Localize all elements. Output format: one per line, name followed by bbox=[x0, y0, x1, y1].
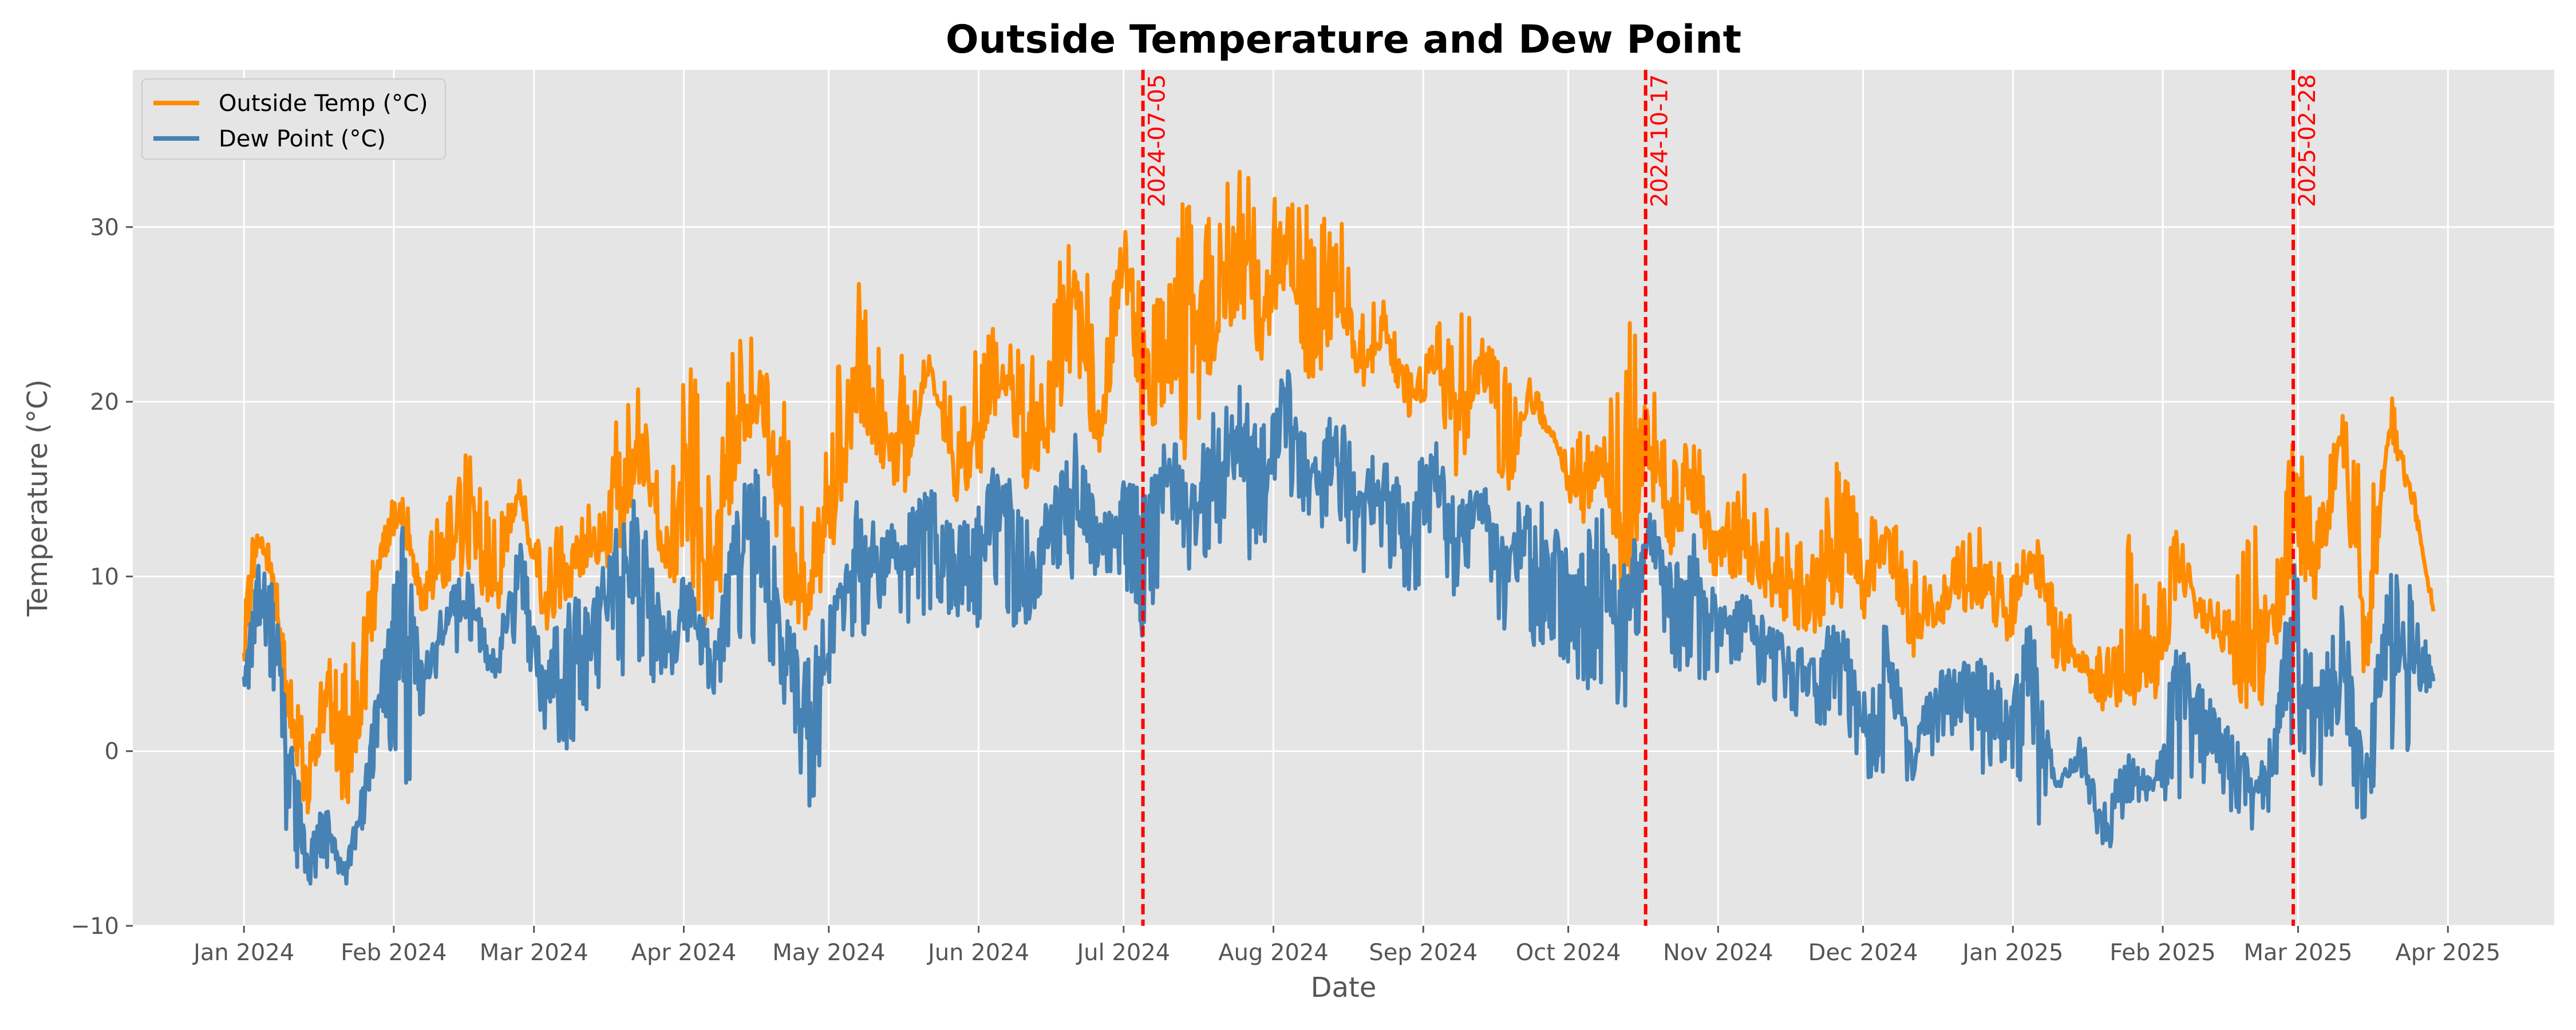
x-tick-label: Feb 2024 bbox=[341, 940, 447, 966]
vertical-marker-label: 2024-10-17 bbox=[1647, 74, 1673, 207]
x-tick-label: Apr 2025 bbox=[2395, 940, 2500, 966]
y-tick-label: 10 bbox=[90, 564, 119, 590]
x-tick-label: Jul 2024 bbox=[1075, 940, 1170, 966]
legend-entry-dew-point: Dew Point (°C) bbox=[219, 126, 386, 152]
x-tick-label: Dec 2024 bbox=[1808, 940, 1918, 966]
x-axis-ticks: Jan 2024 Feb 2024 Mar 2024 Apr 2024 May 2024… bbox=[192, 926, 2500, 966]
y-tick-label: −10 bbox=[71, 913, 119, 940]
series-layer bbox=[242, 169, 2436, 886]
x-axis-label: Date bbox=[1311, 972, 1377, 1004]
y-tick-label: 20 bbox=[90, 389, 119, 415]
x-tick-label: Nov 2024 bbox=[1663, 940, 1773, 966]
x-tick-label: Jan 2024 bbox=[192, 940, 294, 966]
x-tick-label: Mar 2024 bbox=[480, 940, 588, 966]
x-tick-label: Jun 2024 bbox=[926, 940, 1029, 966]
series-line-dew-point bbox=[242, 369, 2436, 886]
x-tick-label: Oct 2024 bbox=[1516, 940, 1621, 966]
x-tick-label: Jan 2025 bbox=[1961, 940, 2063, 966]
legend-entry-outside-temp: Outside Temp (°C) bbox=[219, 90, 428, 117]
chart-title: Outside Temperature and Dew Point bbox=[946, 17, 1741, 62]
y-tick-label: 0 bbox=[105, 739, 119, 765]
y-axis-ticks: −10 0 10 20 30 bbox=[71, 215, 133, 940]
legend-box bbox=[141, 78, 446, 160]
vertical-marker-label: 2025-02-28 bbox=[2294, 74, 2321, 207]
x-tick-label: Aug 2024 bbox=[1218, 940, 1329, 966]
x-tick-label: Feb 2025 bbox=[2109, 940, 2215, 966]
x-tick-label: Mar 2025 bbox=[2244, 940, 2353, 966]
legend: Outside Temp (°C) Dew Point (°C) bbox=[141, 78, 446, 160]
series-line-outside-temp bbox=[242, 169, 2436, 815]
vertical-marker-label: 2024-07-05 bbox=[1144, 74, 1171, 207]
x-tick-label: Sep 2024 bbox=[1369, 940, 1477, 966]
y-tick-label: 30 bbox=[90, 215, 119, 241]
y-axis-label: Temperature (°C) bbox=[22, 379, 54, 617]
plot-area bbox=[133, 70, 2554, 926]
x-tick-label: Apr 2024 bbox=[631, 940, 737, 966]
x-tick-label: May 2024 bbox=[772, 940, 885, 966]
vertical-markers: 2024-07-05 2024-10-17 2025-02-28 bbox=[1141, 70, 2321, 926]
